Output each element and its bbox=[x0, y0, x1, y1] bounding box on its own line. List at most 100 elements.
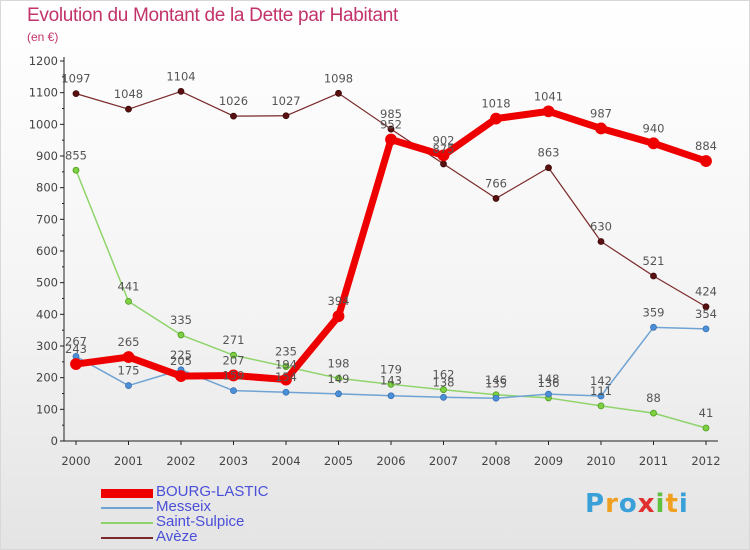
y-tick-label: 0 bbox=[51, 434, 58, 448]
data-label: 207 bbox=[223, 353, 245, 367]
data-point bbox=[545, 390, 552, 398]
x-tick-label: 2001 bbox=[114, 454, 143, 468]
y-tick-label: 600 bbox=[36, 244, 58, 258]
x-tick-label: 2011 bbox=[639, 454, 668, 468]
data-label: 194 bbox=[275, 358, 297, 372]
data-point bbox=[650, 272, 657, 280]
data-point bbox=[227, 369, 240, 382]
data-label: 902 bbox=[433, 133, 455, 147]
data-point bbox=[595, 122, 607, 135]
data-label: 154 bbox=[275, 370, 297, 384]
legend-label: Avèze bbox=[156, 528, 198, 545]
data-point bbox=[702, 303, 710, 311]
legend-swatch bbox=[101, 507, 153, 509]
series-saint-sulpice bbox=[72, 166, 710, 432]
data-label: 1104 bbox=[166, 69, 195, 83]
data-label: 267 bbox=[65, 334, 87, 348]
y-tick-label: 300 bbox=[36, 339, 58, 353]
y-tick-label: 1200 bbox=[29, 54, 58, 68]
data-point bbox=[385, 133, 397, 146]
y-tick-label: 200 bbox=[36, 371, 58, 385]
y-tick-label: 500 bbox=[36, 276, 58, 290]
brand-letter: r bbox=[605, 489, 619, 519]
data-point bbox=[125, 382, 132, 389]
data-label: 359 bbox=[643, 305, 665, 319]
data-label: 135 bbox=[485, 376, 507, 390]
data-label: 855 bbox=[65, 148, 87, 162]
chart-lines bbox=[70, 88, 712, 432]
y-tick-label: 100 bbox=[36, 402, 58, 416]
chart-title: Evolution du Montant de la Dette par Hab… bbox=[27, 5, 398, 26]
data-label: 146 bbox=[485, 373, 507, 387]
legend-label: BOURG-LASTIC bbox=[156, 483, 269, 500]
data-label: 148 bbox=[538, 372, 560, 386]
data-label: 243 bbox=[65, 342, 87, 356]
data-label: 1018 bbox=[481, 97, 510, 111]
data-point bbox=[492, 195, 500, 202]
data-point bbox=[440, 386, 447, 394]
data-label: 985 bbox=[380, 107, 402, 121]
x-tick-label: 2012 bbox=[691, 454, 720, 468]
y-tick-label: 700 bbox=[36, 212, 58, 226]
data-label: 766 bbox=[485, 176, 507, 190]
data-label: 1041 bbox=[534, 89, 563, 103]
data-point bbox=[387, 380, 395, 388]
data-point bbox=[335, 374, 342, 382]
data-point bbox=[492, 394, 500, 402]
x-tick-label: 2004 bbox=[271, 454, 300, 468]
data-point bbox=[650, 323, 657, 331]
data-point bbox=[647, 137, 660, 150]
data-point bbox=[650, 409, 657, 417]
brand-letter: i bbox=[678, 489, 689, 519]
data-label: 424 bbox=[695, 285, 717, 299]
data-label: 111 bbox=[590, 384, 612, 398]
data-point bbox=[542, 105, 555, 118]
data-point bbox=[230, 351, 237, 359]
data-point bbox=[282, 112, 290, 120]
legend-swatch bbox=[101, 537, 153, 539]
y-tick-label: 400 bbox=[36, 307, 58, 321]
legend-swatch bbox=[101, 488, 153, 498]
data-label: 1098 bbox=[324, 71, 353, 85]
data-label: 354 bbox=[695, 307, 717, 321]
data-label: 138 bbox=[433, 375, 455, 389]
data-point bbox=[437, 149, 450, 162]
data-label: 225 bbox=[170, 348, 192, 362]
data-label: 884 bbox=[695, 139, 717, 153]
x-tick-label: 2008 bbox=[481, 454, 510, 468]
x-tick-label: 2000 bbox=[61, 454, 90, 468]
data-point bbox=[440, 160, 447, 168]
data-point bbox=[700, 155, 712, 167]
legend-label: Messeix bbox=[156, 498, 212, 515]
data-point bbox=[282, 388, 290, 396]
data-label: 143 bbox=[380, 374, 402, 388]
data-point bbox=[702, 424, 710, 432]
data-label: 205 bbox=[170, 354, 192, 368]
data-label: 1026 bbox=[219, 94, 248, 108]
data-label: 198 bbox=[328, 356, 350, 370]
data-point bbox=[597, 392, 605, 400]
data-point bbox=[230, 112, 237, 120]
data-label: 235 bbox=[275, 345, 297, 359]
brand-letter: P bbox=[585, 489, 606, 519]
y-tick-label: 800 bbox=[36, 181, 58, 195]
x-tick-label: 2007 bbox=[429, 454, 458, 468]
data-point bbox=[72, 166, 80, 174]
data-point bbox=[335, 89, 342, 97]
data-point bbox=[125, 297, 132, 305]
data-point bbox=[387, 392, 395, 400]
series-bourg-lastic bbox=[70, 105, 712, 386]
data-point bbox=[122, 351, 135, 363]
data-point bbox=[125, 105, 132, 113]
data-point bbox=[177, 331, 185, 339]
data-point bbox=[332, 310, 345, 323]
data-point bbox=[440, 393, 447, 401]
data-point bbox=[702, 325, 710, 333]
data-label: 875 bbox=[433, 142, 455, 156]
proxiti-logo: Proxiti bbox=[585, 489, 689, 519]
data-label: 271 bbox=[223, 333, 245, 347]
x-tick-label: 2010 bbox=[586, 454, 615, 468]
data-label: 136 bbox=[538, 376, 560, 390]
